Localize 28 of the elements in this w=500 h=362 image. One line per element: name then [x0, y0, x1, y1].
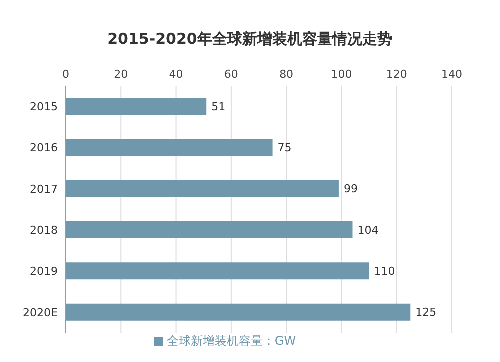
y-tick-label: 2016: [30, 142, 58, 155]
x-tick-label: 20: [114, 68, 128, 81]
bar: [66, 262, 370, 280]
x-tick-label: 100: [331, 68, 352, 81]
data-label: 99: [344, 182, 358, 196]
bar: [66, 180, 339, 198]
y-tick-label: 2019: [30, 265, 58, 278]
x-tick-label: 40: [169, 68, 184, 81]
y-tick-label: 2020E: [23, 306, 58, 320]
legend-label: 全球新增装机容量：GW: [166, 334, 296, 348]
data-label: 110: [374, 265, 396, 278]
y-tick-label: 2015: [30, 100, 58, 114]
bar: [66, 304, 411, 321]
data-label: 125: [416, 306, 437, 320]
x-tick-label: 120: [386, 68, 408, 81]
bar: [66, 139, 273, 156]
bar: [66, 98, 207, 115]
x-tick-label: 60: [224, 68, 238, 81]
y-tick-label: 2017: [30, 182, 58, 196]
data-label: 75: [278, 142, 292, 155]
chart-title: 2015-2020年全球新增装机容量情况走势: [106, 29, 394, 50]
x-tick-label: 140: [442, 68, 462, 81]
y-tick-label: 2018: [30, 224, 58, 237]
bar: [66, 222, 353, 238]
x-tick-label: 0: [62, 68, 70, 81]
x-tick-label: 80: [280, 68, 294, 81]
data-label: 104: [358, 224, 379, 237]
data-label: 51: [212, 100, 226, 114]
